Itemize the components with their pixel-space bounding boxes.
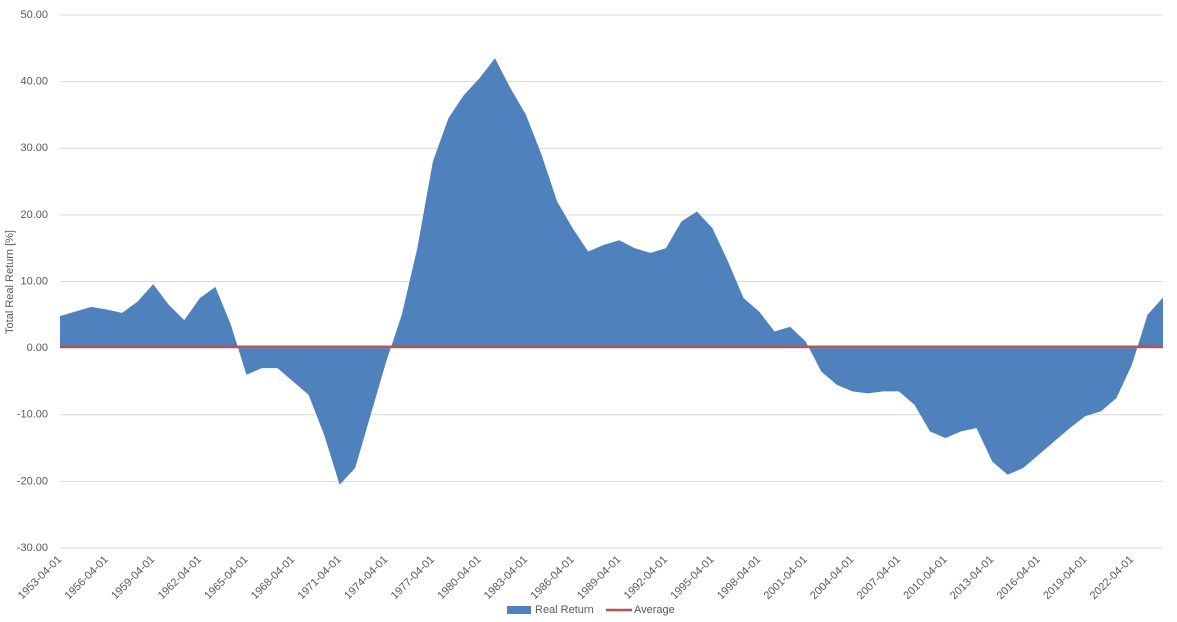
- x-tick-label: 1971-04-01: [296, 554, 344, 602]
- x-tick-label: 1998-04-01: [715, 554, 763, 602]
- x-tick-label: 1980-04-01: [435, 554, 483, 602]
- x-tick-label: 2001-04-01: [762, 554, 810, 602]
- x-tick-label: 2016-04-01: [995, 554, 1043, 602]
- legend-label: Real Return: [535, 604, 594, 616]
- x-tick-label: 1986-04-01: [529, 554, 577, 602]
- y-tick-label: -20.00: [17, 475, 48, 487]
- x-tick-label: 1989-04-01: [575, 554, 623, 602]
- y-tick-label: 50.00: [20, 9, 48, 21]
- x-tick-label: 1953-04-01: [16, 554, 64, 602]
- x-tick-label: 1968-04-01: [249, 554, 297, 602]
- y-tick-label: -10.00: [17, 409, 48, 421]
- x-tick-label: 1977-04-01: [389, 554, 437, 602]
- x-tick-label: 2019-04-01: [1041, 554, 1089, 602]
- x-tick-label: 1956-04-01: [62, 554, 110, 602]
- x-tick-label: 2007-04-01: [855, 554, 903, 602]
- legend-swatch: [507, 606, 531, 614]
- y-tick-label: -30.00: [17, 542, 48, 554]
- y-tick-label: 30.00: [20, 142, 48, 154]
- y-tick-label: 20.00: [20, 209, 48, 221]
- x-tick-label: 2004-04-01: [808, 554, 856, 602]
- x-tick-label: 1965-04-01: [202, 554, 250, 602]
- y-tick-label: 0.00: [27, 342, 48, 354]
- y-axis-label: Total Real Return [%]: [4, 230, 16, 334]
- x-tick-label: 1992-04-01: [622, 554, 670, 602]
- x-tick-label: 1974-04-01: [342, 554, 390, 602]
- legend-label: Average: [634, 604, 675, 616]
- y-tick-label: 10.00: [20, 275, 48, 287]
- x-tick-label: 1962-04-01: [156, 554, 204, 602]
- x-tick-label: 1995-04-01: [668, 554, 716, 602]
- x-tick-label: 2010-04-01: [901, 554, 949, 602]
- x-tick-label: 2022-04-01: [1088, 554, 1136, 602]
- y-tick-label: 40.00: [20, 76, 48, 88]
- x-tick-label: 2013-04-01: [948, 554, 996, 602]
- x-tick-label: 1959-04-01: [109, 554, 157, 602]
- area: [60, 58, 1163, 485]
- x-tick-label: 1983-04-01: [482, 554, 530, 602]
